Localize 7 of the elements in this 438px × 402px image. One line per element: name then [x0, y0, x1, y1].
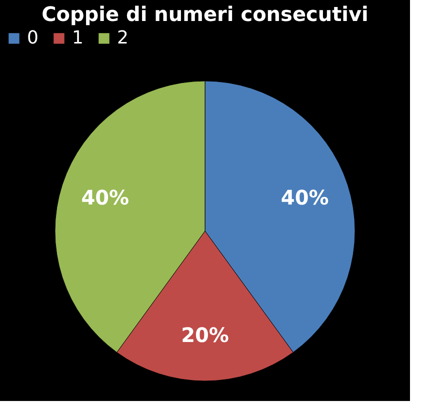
- legend-label: 2: [117, 27, 128, 48]
- legend-label: 1: [72, 27, 84, 48]
- chart-title: Coppie di numeri consecutivi: [42, 2, 368, 26]
- data-label: 40%: [81, 186, 130, 210]
- data-label: 20%: [181, 323, 229, 347]
- legend-label: 0: [27, 27, 38, 48]
- data-label: 40%: [280, 186, 329, 210]
